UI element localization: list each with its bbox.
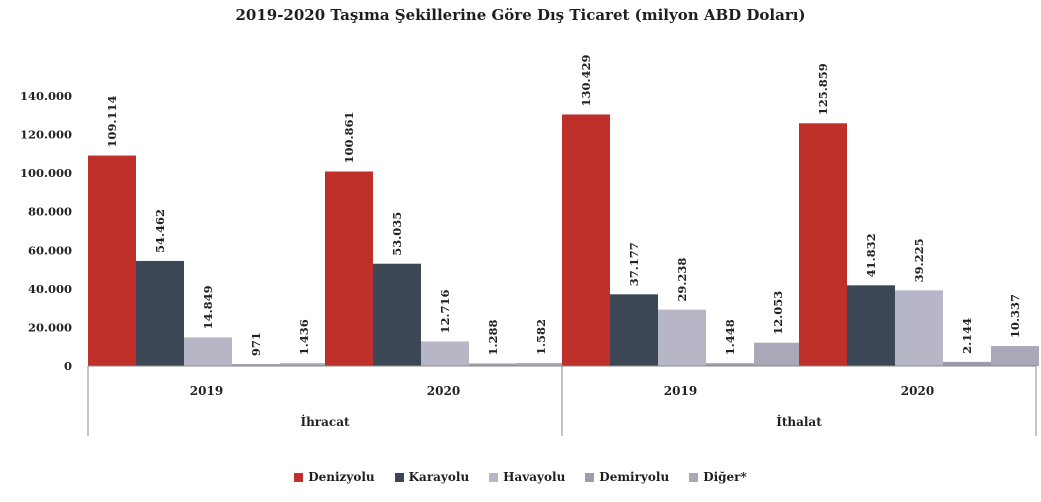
x-group-label: İthalat [776,414,822,429]
bar-dier-0 [280,363,328,366]
bar-dier-1 [517,362,565,366]
legend: Denizyolu Karayolu Havayolu Demiryolu Diğer* [0,470,1041,484]
bar-demiryolu-3 [943,361,991,366]
y-tick-label: 100.000 [20,166,72,180]
data-label: 130.429 [579,54,593,106]
bar-havayolu-2 [658,309,706,366]
legend-item: Diğer* [689,470,747,484]
data-labels: 109.114 54.462 14.849 971 1.436 100.861 53.035… [105,54,1022,356]
data-label: 971 [249,332,263,356]
legend-item: Havayolu [489,470,565,484]
legend-swatch [585,472,595,482]
bar-denizyolu-0 [88,155,136,366]
bar-denizyolu-1 [325,171,373,366]
data-label: 29.238 [675,258,689,302]
x-category-label: 2019 [190,384,223,398]
data-label: 1.288 [486,320,500,356]
data-label: 37.177 [627,242,641,286]
bar-demiryolu-2 [706,363,754,366]
data-label: 100.861 [342,111,356,163]
legend-label: Karayolu [408,470,470,484]
bar-karayolu-2 [610,294,658,366]
legend-label: Diğer* [703,470,747,484]
legend-item: Demiryolu [585,470,669,484]
y-axis: 0 20.000 40.000 60.000 80.000 100.000 120.000 1… [20,89,72,373]
bar-demiryolu-1 [469,363,517,366]
bar-karayolu-0 [136,260,184,366]
data-label: 125.859 [816,63,830,115]
x-category-label: 2019 [664,384,697,398]
y-tick-label: 80.000 [28,205,72,219]
chart-title: 2019-2020 Taşıma Şekillerine Göre Dış Ti… [235,6,806,24]
bar-karayolu-1 [373,263,421,366]
x-axis: 2019 2020 2019 2020 İhracat İthalat [87,365,1037,436]
data-label: 109.114 [105,96,119,148]
data-label: 10.337 [1008,294,1022,338]
data-label: 14.849 [201,285,215,329]
x-category-label: 2020 [427,384,460,398]
y-tick-label: 20.000 [28,320,72,334]
legend-swatch [689,472,699,482]
bar-denizyolu-2 [562,114,610,366]
legend-item: Denizyolu [294,470,375,484]
data-label: 2.144 [960,318,974,354]
y-tick-label: 60.000 [28,243,72,257]
legend-label: Denizyolu [308,470,375,484]
legend-swatch [394,472,404,482]
bar-havayolu-3 [895,290,943,366]
legend-swatch [294,472,304,482]
bar-denizyolu-3 [799,123,847,366]
bar-dier-3 [991,346,1039,366]
data-label: 39.225 [912,238,926,282]
data-label: 1.448 [723,319,737,355]
legend-item: Karayolu [394,470,470,484]
bar-chart: 0 20.000 40.000 60.000 80.000 100.000 120.000 1… [20,54,1039,436]
bar-demiryolu-0 [232,364,280,366]
x-category-label: 2020 [901,384,934,398]
data-label: 54.462 [153,209,167,253]
legend-swatch [489,472,499,482]
bar-havayolu-0 [184,337,232,366]
bar-dier-2 [754,342,802,366]
data-label: 1.436 [297,319,311,355]
y-tick-label: 120.000 [20,128,72,142]
data-label: 1.582 [534,319,548,355]
x-group-label: İhracat [300,414,350,429]
bars [88,114,1039,366]
data-label: 53.035 [390,212,404,256]
bar-havayolu-1 [421,341,469,366]
y-tick-label: 40.000 [28,282,72,296]
legend-label: Demiryolu [599,470,670,484]
data-label: 12.716 [438,289,452,333]
data-label: 41.832 [864,233,878,277]
legend-label: Havayolu [503,470,566,484]
data-label: 12.053 [771,291,785,335]
y-tick-label: 0 [64,359,72,373]
bar-karayolu-3 [847,285,895,366]
y-tick-label: 140.000 [20,89,72,103]
